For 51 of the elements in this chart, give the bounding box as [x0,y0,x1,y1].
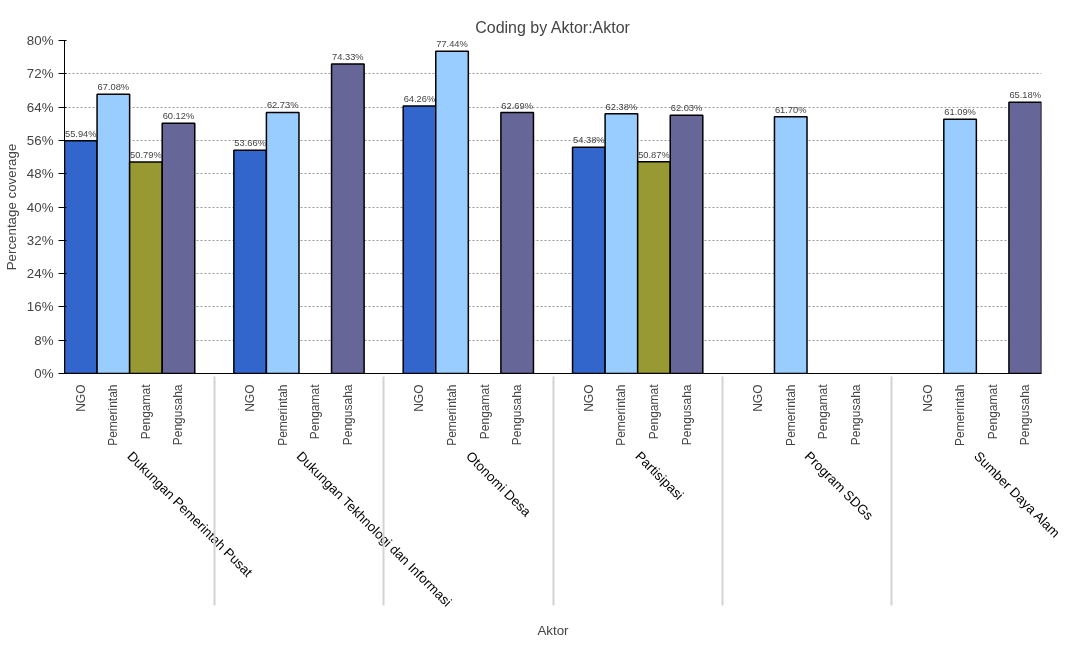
data-label: 62.38% [605,101,638,112]
text: Pemerintah [275,384,290,446]
y-tick-label: 48% [26,166,54,182]
data-label: 61.70% [774,104,807,115]
text: Pengamat [985,384,1000,440]
data-label: 62.73% [266,100,299,111]
y-tick-label: 24% [26,266,54,282]
data-label: 65.18% [1009,90,1042,101]
y-tick-label: 72% [26,66,54,82]
data-label: 62.69% [501,100,533,111]
data-label: 53.66% [234,138,266,149]
x-axis-title: Aktor [537,622,570,638]
text: Pemerintah [106,384,121,446]
text: Pengamat [138,383,153,440]
text: NGO [243,384,258,412]
text: Pengamat [308,384,323,440]
text: NGO [751,384,766,412]
text: NGO [73,384,88,412]
text: Pengusaha [340,384,355,446]
text: Pengusaha [171,384,186,446]
text: Pengamat [477,384,492,440]
text: Pemerintah [953,384,968,446]
text: Pemerintah [783,384,798,446]
text: Pemerintah [614,384,629,446]
text: Pengusaha [848,384,863,446]
y-tick-label: 40% [26,199,54,215]
text: NGO [920,384,935,412]
data-label: 67.08% [97,82,130,93]
data-label: 61.09% [944,107,976,118]
data-label: 60.12% [162,111,195,122]
y-axis-title: Percentage coverage [3,143,19,271]
text: Pengusaha [1018,384,1033,446]
y-tick-label: 16% [26,299,54,315]
data-label: 77.44% [436,39,468,50]
y-tick-label: 80% [26,33,54,48]
text: Pengusaha [679,384,694,446]
y-tick-label: 8% [34,332,54,348]
y-tick-label: 0% [34,366,54,381]
text: Pengusaha [510,384,525,446]
y-tick-label: 64% [26,99,54,115]
text: Pengamat [646,384,661,440]
data-label: 74.33% [332,52,364,63]
y-tick-label: 56% [26,132,54,148]
text: NGO [412,384,427,412]
data-label: 62.03% [670,103,703,114]
y-tick-label: 32% [26,232,54,248]
text: Pengamat [816,384,831,440]
text: Pemerintah [445,384,460,446]
text: NGO [581,384,596,412]
data-label: 64.26% [403,94,436,105]
chart-title: Coding by Aktor:Aktor [475,18,631,36]
